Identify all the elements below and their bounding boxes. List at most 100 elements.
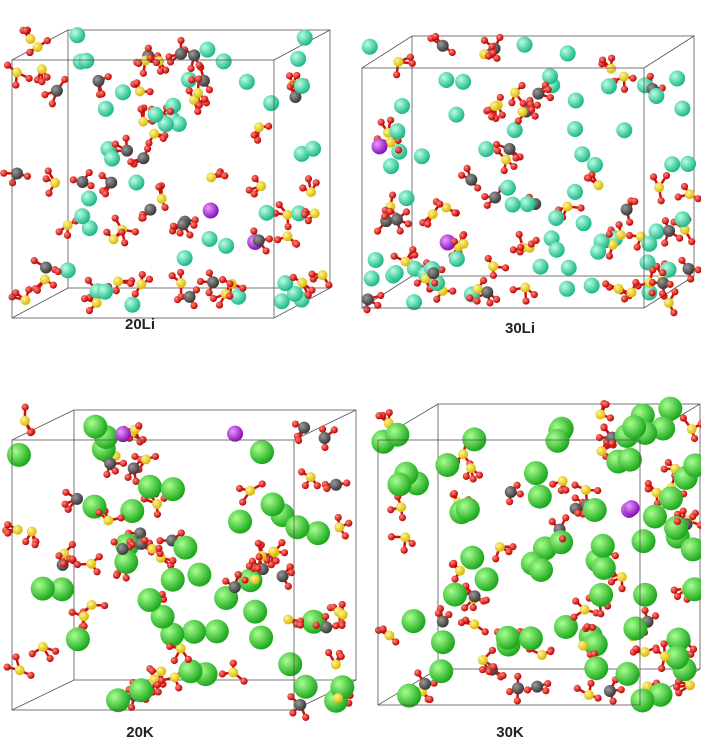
carbon-atom — [419, 678, 431, 690]
cation-atom — [507, 122, 523, 138]
oxygen-atom — [608, 578, 615, 585]
oxygen-atom — [175, 684, 182, 691]
cation-atom — [83, 415, 107, 439]
oxygen-atom — [522, 297, 529, 304]
sulfur-atom — [428, 209, 438, 219]
oxygen-atom — [594, 694, 601, 701]
cation-atom — [583, 498, 607, 522]
oxygen-atom — [122, 135, 129, 142]
oxygen-atom — [547, 648, 554, 655]
sulfur-atom — [40, 274, 50, 284]
sulfur-atom — [37, 64, 47, 74]
sulfur-atom — [617, 572, 627, 582]
oxygen-atom — [155, 183, 162, 190]
cation-atom — [674, 100, 690, 116]
oxygen-atom — [22, 404, 29, 411]
oxygen-atom — [250, 227, 257, 234]
oxygen-atom — [606, 252, 613, 259]
oxygen-atom — [251, 190, 258, 197]
oxygen-atom — [409, 540, 416, 547]
oxygen-atom — [660, 640, 667, 647]
sulfur-atom — [660, 651, 670, 661]
cation-atom — [460, 546, 484, 570]
cation-atom — [648, 88, 664, 104]
cation-atom — [616, 122, 632, 138]
sulfur-atom — [87, 600, 97, 610]
oxygen-atom — [474, 184, 481, 191]
oxygen-atom — [313, 179, 320, 186]
cation-atom — [290, 51, 306, 67]
oxygen-atom — [497, 94, 504, 101]
cation-atom — [278, 652, 302, 676]
sulfur-atom — [613, 284, 623, 294]
oxygen-atom — [645, 480, 652, 487]
oxygen-atom — [463, 473, 470, 480]
cation-atom — [294, 675, 318, 699]
oxygen-atom — [299, 184, 306, 191]
oxygen-atom — [85, 277, 92, 284]
oxygen-atom — [190, 302, 197, 309]
oxygen-atom — [618, 686, 625, 693]
oxygen-atom — [494, 147, 501, 154]
cation-atom — [643, 505, 667, 529]
oxygen-atom — [609, 439, 616, 446]
cation-atom — [455, 74, 471, 90]
oxygen-atom — [160, 135, 167, 142]
sulfur-atom — [338, 610, 348, 620]
oxygen-atom — [278, 539, 285, 546]
sulfur-atom — [79, 611, 89, 621]
oxygen-atom — [132, 290, 139, 297]
oxygen-atom — [533, 237, 540, 244]
oxygen-atom — [510, 246, 517, 253]
sulfur-atom — [584, 690, 594, 700]
cation-atom — [397, 684, 421, 708]
sulfur-atom — [581, 485, 591, 495]
cell-edge — [644, 36, 694, 68]
oxygen-atom — [641, 607, 648, 614]
oxygen-atom — [140, 70, 147, 77]
oxygen-atom — [681, 183, 688, 190]
oxygen-atom — [230, 660, 237, 667]
oxygen-atom — [433, 296, 440, 303]
oxygen-atom — [188, 76, 195, 83]
cation-atom — [138, 475, 162, 499]
cation-atom — [179, 659, 203, 683]
oxygen-atom — [293, 241, 300, 248]
oxygen-atom — [27, 672, 34, 679]
cation-atom — [524, 461, 548, 485]
cation-atom — [399, 190, 415, 206]
oxygen-atom — [141, 537, 148, 544]
oxygen-atom — [302, 714, 309, 721]
oxygen-atom — [216, 301, 223, 308]
carbon-atom — [11, 167, 23, 179]
carbon-atom — [105, 177, 117, 189]
carbon-atom — [93, 75, 105, 87]
oxygen-atom — [45, 190, 52, 197]
oxygen-atom — [239, 285, 246, 292]
cation-atom — [431, 630, 455, 654]
oxygen-atom — [86, 307, 93, 314]
oxygen-atom — [386, 409, 393, 416]
sulfur-atom — [170, 672, 180, 682]
oxygen-atom — [342, 532, 349, 539]
oxygen-atom — [626, 232, 633, 239]
oxygen-atom — [196, 62, 203, 69]
cation-atom — [60, 262, 76, 278]
carbon-atom — [391, 214, 403, 226]
carbon-atom — [76, 176, 88, 188]
carbon-atom — [137, 152, 149, 164]
oxygen-atom — [196, 102, 203, 109]
oxygen-atom — [461, 604, 468, 611]
oxygen-atom — [612, 552, 619, 559]
oxygen-atom — [466, 294, 473, 301]
carbon-atom — [277, 570, 289, 582]
cation-atom — [435, 453, 459, 477]
oxygen-atom — [50, 282, 57, 289]
sulfur-atom — [606, 64, 616, 74]
oxygen-atom — [301, 211, 308, 218]
oxygen-atom — [451, 238, 458, 245]
sulfur-atom — [616, 230, 626, 240]
cation-atom — [128, 175, 144, 191]
sulfur-atom — [685, 680, 695, 690]
oxygen-atom — [165, 53, 172, 60]
